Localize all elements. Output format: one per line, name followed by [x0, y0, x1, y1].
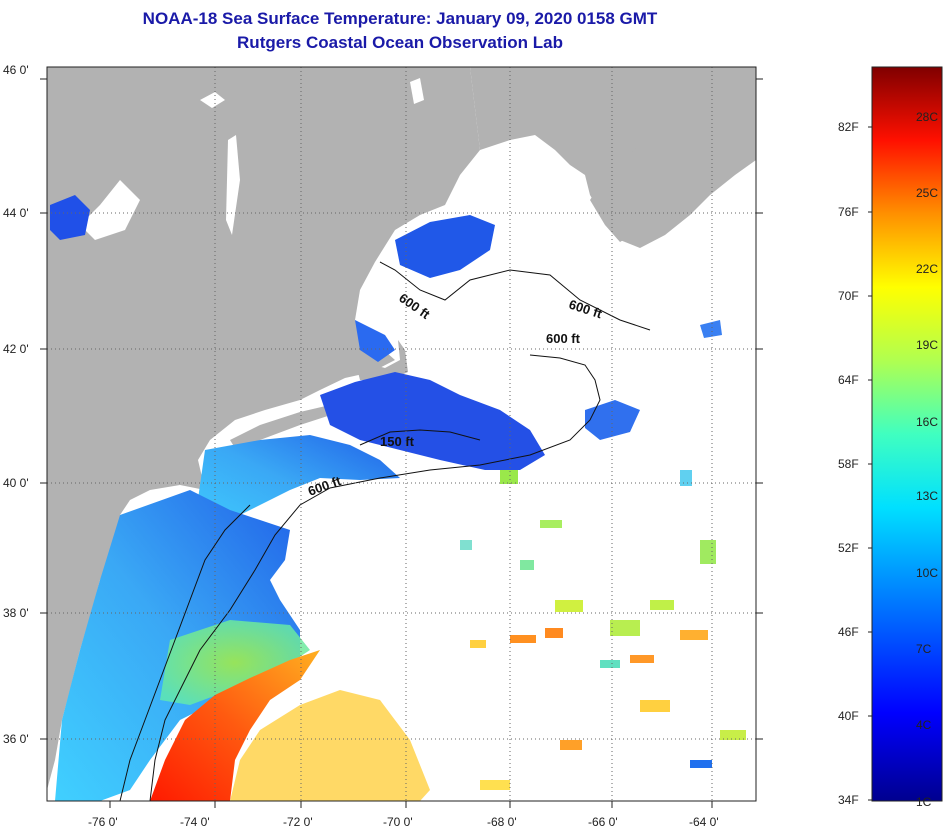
latitude-ticks [40, 78, 763, 740]
colorbar-c-label: 1C [916, 795, 932, 809]
contour-coastal [119, 504, 251, 801]
map-subtitle: Rutgers Coastal Ocean Observation Lab [237, 33, 563, 52]
map-frame [46, 66, 757, 802]
long-island [230, 400, 355, 448]
lat-label-40: 40 0' [3, 476, 29, 490]
lon-label-76: -76 0' [88, 815, 118, 829]
map-title: NOAA-18 Sea Surface Temperature: January… [142, 9, 658, 28]
colorbar-c-label: 4C [916, 718, 932, 732]
colorbar-f-label: 52F [838, 541, 859, 555]
maritime-canada-landmass [470, 67, 756, 248]
cape-cod [355, 340, 408, 380]
sst-patch-southern-new-england [320, 372, 545, 470]
sst-patch-ny-bight [195, 435, 400, 540]
lake-icon [410, 78, 424, 104]
lake-icon [200, 92, 225, 108]
sst-patch-lake-ontario [50, 195, 90, 240]
lon-label-74: -74 0' [180, 815, 210, 829]
contour-150ft [359, 429, 481, 446]
colorbar-f-label: 76F [838, 205, 859, 219]
sst-patch-massachusetts-bay [355, 320, 395, 362]
lake-icon [80, 180, 140, 240]
lat-label-42: 42 0' [3, 342, 29, 356]
colorbar-f-label: 46F [838, 625, 859, 639]
contour-label-600ft: 600 ft [546, 331, 581, 346]
longitude-ticks [109, 801, 713, 808]
colorbar-f-label: 64F [838, 373, 859, 387]
colorbar-c-label: 19C [916, 338, 938, 352]
sst-patch-offshore [700, 320, 722, 338]
bathymetry-contours [119, 261, 651, 801]
colorbar-f-label: 70F [838, 289, 859, 303]
colorbar-f-label: 34F [838, 793, 859, 807]
lat-label-44: 44 0' [3, 206, 29, 220]
lon-label-64: -64 0' [689, 815, 719, 829]
sst-patch-gulf-stream [150, 650, 320, 801]
lat-label-36: 36 0' [3, 732, 29, 746]
lat-label-38: 38 0' [3, 606, 29, 620]
colorbar-f-label: 58F [838, 457, 859, 471]
colorbar-c-label: 13C [916, 489, 938, 503]
sst-patch-shelf-green [160, 620, 310, 705]
colorbar-c-label: 16C [916, 415, 938, 429]
lon-label-70: -70 0' [383, 815, 413, 829]
colorbar-f-label: 82F [838, 120, 859, 134]
nova-scotia [590, 110, 750, 242]
colorbar-c-label: 22C [916, 262, 938, 276]
us-landmass [47, 67, 480, 790]
lon-label-66: -66 0' [588, 815, 618, 829]
contour-600ft-gulf-of-maine [379, 261, 651, 331]
lake-icon [226, 135, 240, 235]
colorbar-c-label: 10C [916, 566, 938, 580]
sst-patch-gulf-of-maine [395, 215, 495, 278]
lon-label-72: -72 0' [283, 815, 313, 829]
colorbar [871, 66, 943, 802]
sst-scattered-patches [460, 470, 746, 790]
contour-600ft-shelf-break [149, 354, 601, 801]
colorbar-c-label: 25C [916, 186, 938, 200]
colorbar-c-label: 28C [916, 110, 938, 124]
colorbar-ticks [868, 126, 872, 801]
contour-label-150ft: 150 ft [380, 434, 415, 449]
colorbar-f-label: 40F [838, 709, 859, 723]
map-area: 600 ft 600 ft 600 ft 150 ft 600 ft [47, 67, 756, 801]
sst-patch-gulf-stream-fringe [230, 690, 430, 801]
lat-label-46: 46 0' [3, 63, 29, 77]
lon-label-68: -68 0' [487, 815, 517, 829]
colorbar-c-label: 7C [916, 642, 932, 656]
